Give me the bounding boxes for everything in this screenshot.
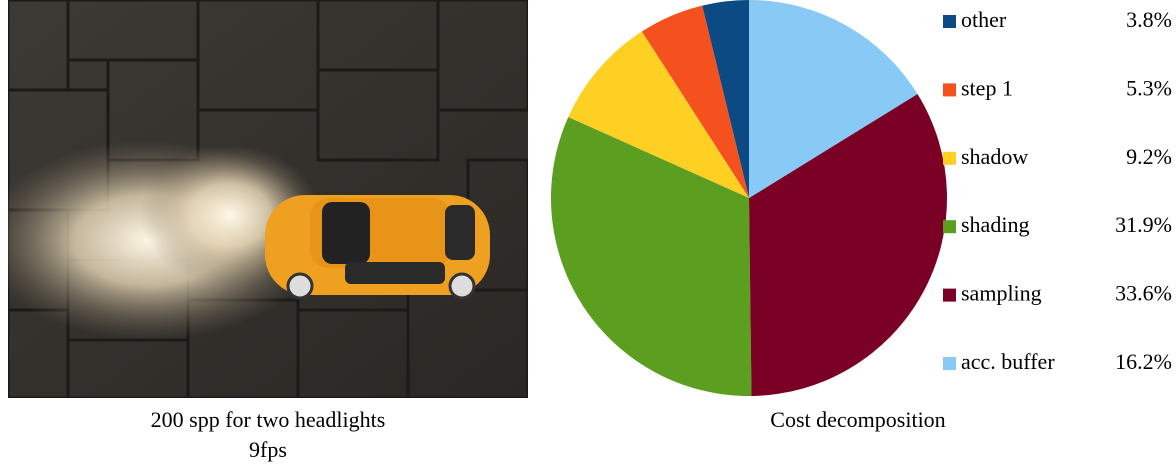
legend-label: acc. buffer — [961, 349, 1055, 374]
pie-slice — [749, 94, 947, 396]
legend-value: 5.3% — [1126, 75, 1172, 100]
legend-swatch — [943, 288, 956, 302]
legend-label: shadow — [961, 144, 1028, 169]
rendered-image — [8, 0, 528, 398]
legend-swatch — [943, 83, 956, 97]
caption: 9fps — [249, 437, 287, 462]
legend-swatch — [943, 151, 956, 165]
legend-swatch — [943, 15, 956, 28]
legend-swatch — [943, 357, 956, 370]
pie-slice — [568, 31, 749, 198]
pie-slice — [551, 117, 752, 397]
pie-slice — [641, 5, 749, 199]
car — [265, 195, 490, 300]
legend-label: sampling — [961, 281, 1042, 306]
legend-value: 16.2% — [1115, 349, 1172, 374]
legend-label: step 1 — [961, 75, 1013, 100]
caption: 200 spp for two headlights — [151, 407, 386, 432]
legend-label: other — [961, 7, 1007, 32]
legend-swatch — [943, 220, 956, 234]
legend-value: 9.2% — [1126, 144, 1172, 169]
legend-value: 31.9% — [1115, 212, 1172, 237]
pie-slice — [749, 0, 918, 198]
chart-title: Cost decomposition — [770, 407, 945, 432]
pie-slice — [702, 0, 749, 198]
legend-label: shading — [961, 212, 1029, 237]
legend-value: 33.6% — [1115, 281, 1172, 306]
legend-value: 3.8% — [1126, 7, 1172, 32]
